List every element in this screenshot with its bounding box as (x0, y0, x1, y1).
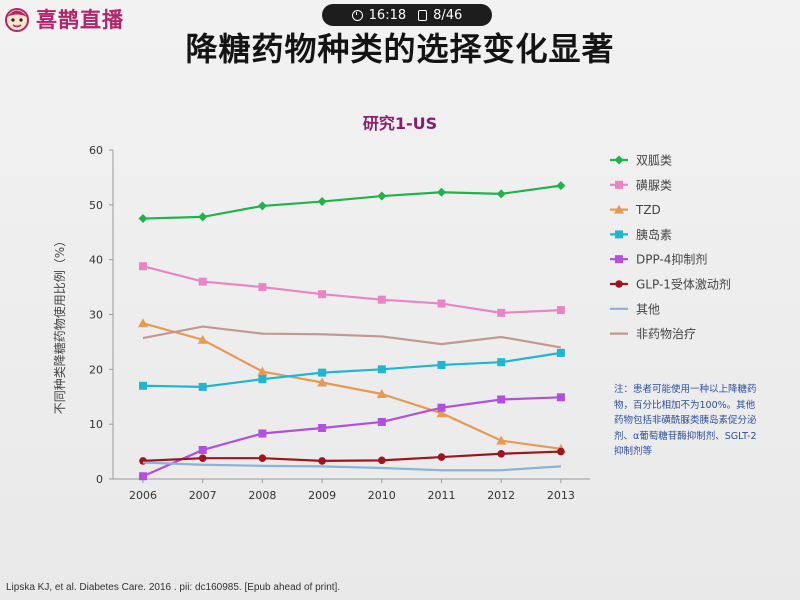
data-point (257, 201, 267, 211)
x-tick-label: 2007 (189, 489, 217, 502)
data-point (258, 283, 267, 292)
data-point (497, 449, 506, 458)
legend-label: 胰岛素 (636, 227, 672, 242)
chart-title: 研究1-US (362, 114, 438, 133)
slide-status-pill: 16:18 8/46 (322, 4, 492, 26)
data-point (258, 454, 267, 462)
y-tick-label: 0 (96, 473, 103, 486)
app-logo-text: 喜鹊直播 (36, 8, 124, 32)
data-point (376, 389, 387, 399)
series-line (142, 265, 561, 314)
data-point (496, 435, 507, 445)
legend-marker (614, 204, 624, 214)
data-point (437, 187, 446, 197)
status-page-counter: 8/46 (433, 7, 463, 23)
series-line (142, 396, 561, 478)
legend-marker (615, 255, 623, 264)
data-point (557, 447, 565, 456)
data-point (258, 429, 267, 438)
y-tick-label: 30 (89, 309, 103, 322)
data-point (437, 403, 446, 412)
page-icon (418, 9, 428, 21)
magpie-logo-icon (5, 8, 29, 32)
data-point (556, 306, 565, 315)
data-point (437, 360, 446, 369)
app-logo: 喜鹊直播 (4, 4, 124, 34)
data-point (318, 457, 326, 465)
data-point (198, 445, 207, 454)
data-point (138, 318, 148, 328)
data-point (437, 299, 446, 308)
data-point (139, 381, 147, 390)
data-point (139, 262, 147, 271)
data-point (378, 456, 386, 465)
data-point (377, 295, 386, 304)
data-point (197, 334, 208, 344)
data-point (377, 417, 386, 426)
legend-label: 双胍类 (636, 153, 672, 168)
data-point (318, 368, 327, 377)
legend-label: DPP-4抑制剂 (636, 252, 707, 267)
y-tick-label: 60 (89, 144, 103, 157)
series-line (142, 351, 562, 388)
data-point (317, 197, 327, 207)
legend-marker (615, 230, 623, 239)
data-point (257, 366, 268, 376)
series-line (142, 461, 561, 472)
status-time: 16:18 (368, 7, 407, 23)
y-tick-label: 20 (89, 363, 103, 376)
y-tick-label: 10 (89, 418, 103, 431)
series-line (142, 325, 562, 349)
x-tick-label: 2010 (368, 489, 396, 502)
y-axis-label: 不同种类降糖药物使用比例（%） (52, 235, 67, 414)
legend-label: 非药物治疗 (636, 327, 696, 341)
data-point (317, 377, 328, 387)
data-point (556, 348, 565, 357)
series-line (142, 322, 562, 450)
legend-label: TZD (635, 203, 661, 217)
data-point (198, 454, 207, 462)
data-point (497, 358, 506, 367)
citation: Lipska KJ, et al. Diabetes Care. 2016 . … (6, 582, 341, 593)
series-line (142, 184, 562, 220)
x-tick-label: 2013 (547, 489, 575, 502)
data-point (139, 472, 147, 481)
data-point (497, 395, 506, 404)
data-point (556, 393, 565, 402)
data-point (318, 290, 327, 299)
x-tick-label: 2006 (129, 489, 157, 502)
clock-icon (351, 9, 363, 21)
data-point (258, 375, 267, 384)
data-point (198, 212, 208, 222)
legend-marker (615, 180, 623, 189)
y-tick-label: 40 (89, 254, 103, 267)
data-point (377, 191, 387, 201)
data-point (437, 453, 446, 461)
legend-label: GLP-1受体激动剂 (636, 277, 731, 292)
legend-label: 磺脲类 (636, 178, 672, 192)
data-point (198, 277, 207, 286)
legend-marker (614, 155, 624, 165)
data-point (198, 382, 207, 391)
slide-title: 降糖药物种类的选择变化显著 (185, 30, 615, 68)
series-line (142, 450, 561, 463)
legend-label: 其他 (636, 302, 660, 316)
y-tick-label: 50 (89, 199, 103, 212)
data-point (318, 424, 327, 433)
chart-note: 注：患者可能使用一种以上降糖药物，百分比相加不为100%。其他药物包括非磺酰脲类… (614, 384, 757, 457)
data-point (138, 214, 148, 224)
data-point (497, 308, 506, 317)
data-point (556, 181, 566, 191)
x-tick-label: 2008 (248, 489, 276, 502)
data-point (496, 189, 506, 199)
legend-marker (615, 280, 623, 288)
data-point (436, 408, 447, 418)
x-tick-label: 2012 (487, 489, 515, 502)
data-point (377, 365, 386, 374)
x-tick-label: 2011 (428, 489, 456, 502)
x-tick-label: 2009 (308, 489, 336, 502)
